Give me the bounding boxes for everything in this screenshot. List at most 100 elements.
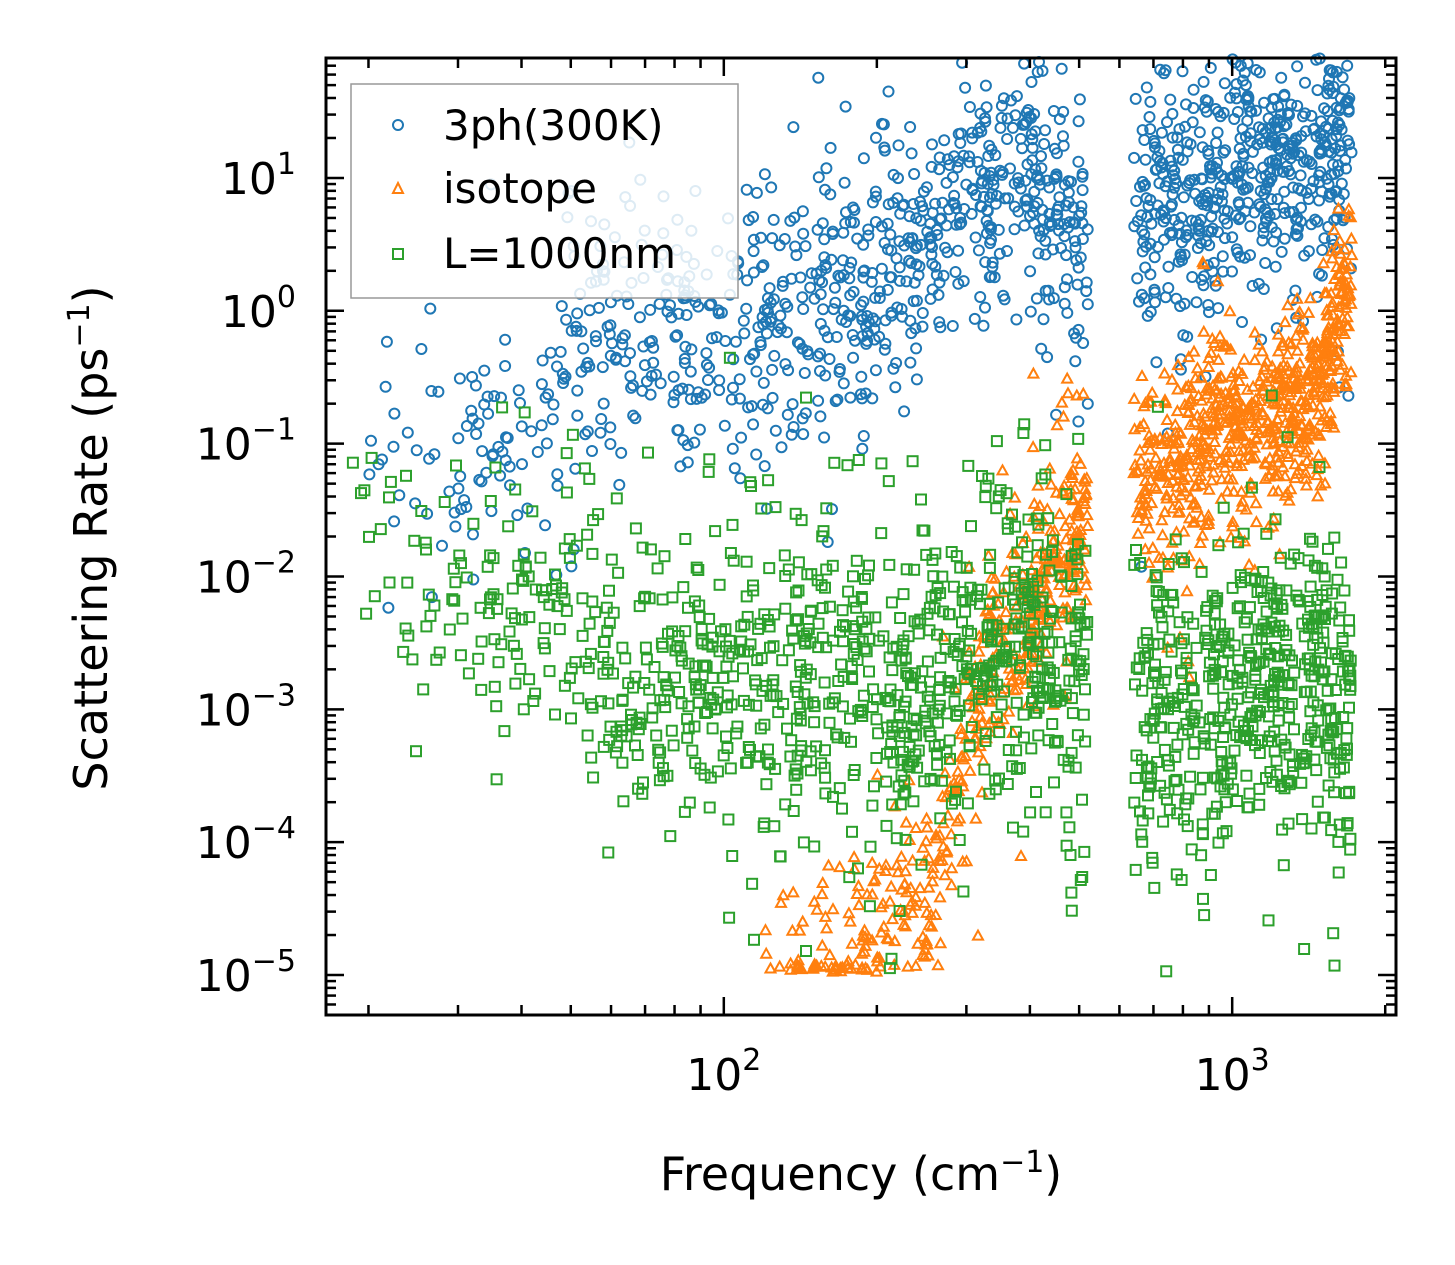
data-point-3ph <box>1010 90 1023 103</box>
data-point-3ph <box>647 356 660 369</box>
data-point-boundary <box>1015 620 1028 633</box>
data-point-boundary <box>1220 825 1233 838</box>
data-point-isotope <box>1202 381 1216 394</box>
data-point-boundary <box>895 654 908 667</box>
data-point-boundary <box>682 601 694 614</box>
data-point-boundary <box>818 676 831 689</box>
data-point-boundary <box>402 629 415 642</box>
data-point-boundary <box>795 514 808 527</box>
data-point-boundary <box>1343 614 1355 627</box>
data-point-3ph <box>881 283 894 296</box>
data-point-3ph <box>1181 330 1194 343</box>
data-point-boundary <box>900 563 913 576</box>
data-point-boundary <box>475 635 488 648</box>
data-point-boundary <box>1169 750 1182 763</box>
data-point-3ph <box>969 189 982 201</box>
data-point-boundary <box>1016 536 1028 549</box>
data-point-boundary <box>785 734 798 747</box>
data-point-boundary <box>1141 633 1154 646</box>
data-point-isotope <box>938 868 952 881</box>
data-point-isotope <box>901 959 915 972</box>
data-point-boundary <box>755 502 768 515</box>
data-point-isotope <box>924 908 938 921</box>
data-point-boundary <box>894 612 907 624</box>
data-point-boundary <box>1074 874 1087 886</box>
data-point-boundary <box>977 662 990 675</box>
data-point-boundary <box>990 619 1003 632</box>
data-point-boundary <box>1266 775 1279 788</box>
data-point-isotope <box>1061 386 1075 399</box>
data-point-isotope <box>1271 327 1285 340</box>
data-point-boundary <box>1288 723 1300 736</box>
data-point-isotope <box>881 932 896 945</box>
data-point-3ph <box>866 196 879 209</box>
data-point-isotope <box>1010 682 1024 695</box>
data-point-3ph <box>1035 342 1048 355</box>
data-point-boundary <box>658 550 671 563</box>
data-point-boundary <box>1339 787 1352 800</box>
data-point-boundary <box>1150 571 1163 584</box>
data-point-3ph <box>1199 94 1212 107</box>
data-point-boundary <box>836 700 849 713</box>
data-point-boundary <box>1245 481 1258 494</box>
data-point-boundary <box>558 542 571 555</box>
data-point-3ph <box>887 362 900 375</box>
data-point-isotope <box>969 731 983 744</box>
data-point-boundary <box>839 620 852 633</box>
data-point-boundary <box>789 763 802 776</box>
data-point-boundary <box>1163 803 1176 816</box>
data-point-boundary <box>841 459 854 472</box>
data-point-3ph <box>1001 112 1014 125</box>
data-point-isotope <box>1065 470 1080 483</box>
data-point-isotope <box>1197 324 1211 337</box>
data-point-3ph <box>1080 285 1093 298</box>
data-point-isotope <box>952 772 966 785</box>
data-point-boundary <box>1129 678 1141 691</box>
data-point-3ph <box>1038 138 1051 150</box>
data-point-boundary <box>1157 815 1170 828</box>
data-point-isotope <box>1217 455 1231 468</box>
data-point-3ph <box>1326 66 1339 79</box>
data-point-isotope <box>869 964 884 977</box>
data-point-boundary <box>543 665 556 678</box>
data-point-isotope <box>1144 496 1159 509</box>
data-point-3ph <box>1076 233 1089 245</box>
data-point-isotope <box>1190 500 1204 513</box>
data-point-3ph <box>785 428 798 441</box>
data-point-3ph <box>735 431 748 444</box>
data-point-boundary <box>1282 774 1295 787</box>
data-point-boundary <box>1032 729 1045 742</box>
data-point-3ph <box>382 601 395 614</box>
data-point-boundary <box>871 693 883 706</box>
data-point-isotope <box>1249 432 1264 445</box>
data-point-boundary <box>804 605 817 618</box>
data-point-3ph <box>796 291 809 304</box>
data-point-isotope <box>1344 210 1358 223</box>
data-point-3ph <box>535 419 548 432</box>
data-point-3ph <box>1246 279 1259 292</box>
data-point-boundary <box>472 652 485 665</box>
data-point-boundary <box>569 656 582 669</box>
data-point-isotope <box>1078 482 1092 495</box>
data-point-3ph <box>424 302 437 315</box>
data-point-boundary <box>724 762 737 775</box>
data-point-boundary <box>693 683 706 696</box>
data-point-3ph <box>571 409 584 422</box>
data-point-boundary <box>800 755 813 768</box>
data-point-isotope <box>819 921 834 934</box>
data-point-boundary <box>972 583 985 596</box>
data-point-3ph <box>985 187 998 200</box>
data-point-boundary <box>1328 531 1341 544</box>
data-point-boundary <box>1322 728 1335 741</box>
data-point-boundary <box>1181 820 1194 833</box>
data-point-boundary <box>346 456 359 469</box>
data-point-isotope <box>865 933 879 946</box>
data-point-3ph <box>1246 145 1259 158</box>
data-point-3ph <box>760 315 772 328</box>
data-point-isotope <box>1004 675 1018 688</box>
data-point-isotope <box>936 839 950 852</box>
data-point-isotope <box>1130 463 1144 476</box>
data-point-boundary <box>1017 708 1030 721</box>
data-point-boundary <box>399 622 412 635</box>
